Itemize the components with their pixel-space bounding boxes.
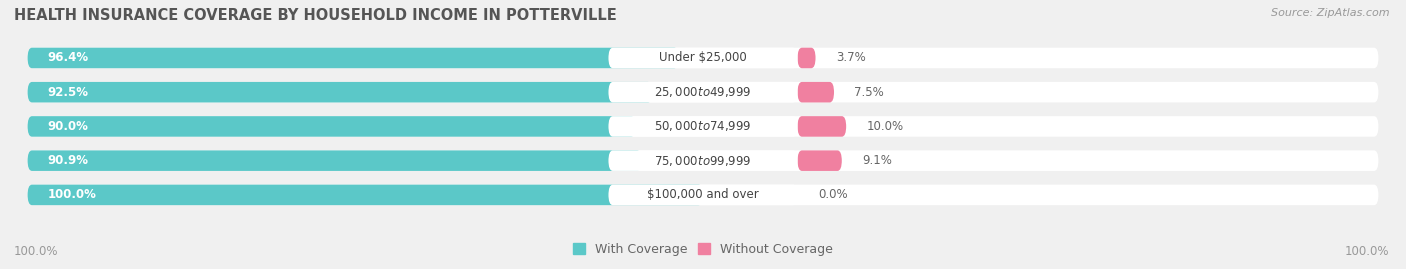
Text: 10.0%: 10.0% bbox=[866, 120, 904, 133]
Text: 7.5%: 7.5% bbox=[855, 86, 884, 99]
Text: $100,000 and over: $100,000 and over bbox=[647, 188, 759, 201]
Text: Source: ZipAtlas.com: Source: ZipAtlas.com bbox=[1271, 8, 1389, 18]
FancyBboxPatch shape bbox=[28, 82, 652, 102]
FancyBboxPatch shape bbox=[28, 185, 703, 205]
Text: 90.0%: 90.0% bbox=[48, 120, 89, 133]
FancyBboxPatch shape bbox=[28, 116, 636, 137]
FancyBboxPatch shape bbox=[797, 48, 815, 68]
FancyBboxPatch shape bbox=[609, 150, 797, 171]
Text: 3.7%: 3.7% bbox=[835, 51, 866, 65]
Text: $75,000 to $99,999: $75,000 to $99,999 bbox=[654, 154, 752, 168]
Text: 100.0%: 100.0% bbox=[1344, 245, 1389, 258]
Text: 0.0%: 0.0% bbox=[818, 188, 848, 201]
FancyBboxPatch shape bbox=[609, 48, 797, 68]
FancyBboxPatch shape bbox=[28, 48, 679, 68]
Text: $50,000 to $74,999: $50,000 to $74,999 bbox=[654, 119, 752, 133]
Text: 100.0%: 100.0% bbox=[48, 188, 97, 201]
Text: 9.1%: 9.1% bbox=[862, 154, 891, 167]
FancyBboxPatch shape bbox=[28, 150, 641, 171]
FancyBboxPatch shape bbox=[609, 82, 797, 102]
FancyBboxPatch shape bbox=[28, 185, 1378, 205]
FancyBboxPatch shape bbox=[609, 116, 797, 137]
Text: $25,000 to $49,999: $25,000 to $49,999 bbox=[654, 85, 752, 99]
FancyBboxPatch shape bbox=[797, 150, 842, 171]
Text: 96.4%: 96.4% bbox=[48, 51, 89, 65]
Text: HEALTH INSURANCE COVERAGE BY HOUSEHOLD INCOME IN POTTERVILLE: HEALTH INSURANCE COVERAGE BY HOUSEHOLD I… bbox=[14, 8, 617, 23]
FancyBboxPatch shape bbox=[28, 48, 1378, 68]
FancyBboxPatch shape bbox=[797, 116, 846, 137]
Text: 100.0%: 100.0% bbox=[14, 245, 59, 258]
FancyBboxPatch shape bbox=[609, 185, 797, 205]
FancyBboxPatch shape bbox=[28, 116, 1378, 137]
FancyBboxPatch shape bbox=[28, 82, 1378, 102]
FancyBboxPatch shape bbox=[797, 82, 834, 102]
Legend: With Coverage, Without Coverage: With Coverage, Without Coverage bbox=[572, 243, 834, 256]
Text: Under $25,000: Under $25,000 bbox=[659, 51, 747, 65]
Text: 92.5%: 92.5% bbox=[48, 86, 89, 99]
FancyBboxPatch shape bbox=[28, 150, 1378, 171]
Text: 90.9%: 90.9% bbox=[48, 154, 89, 167]
